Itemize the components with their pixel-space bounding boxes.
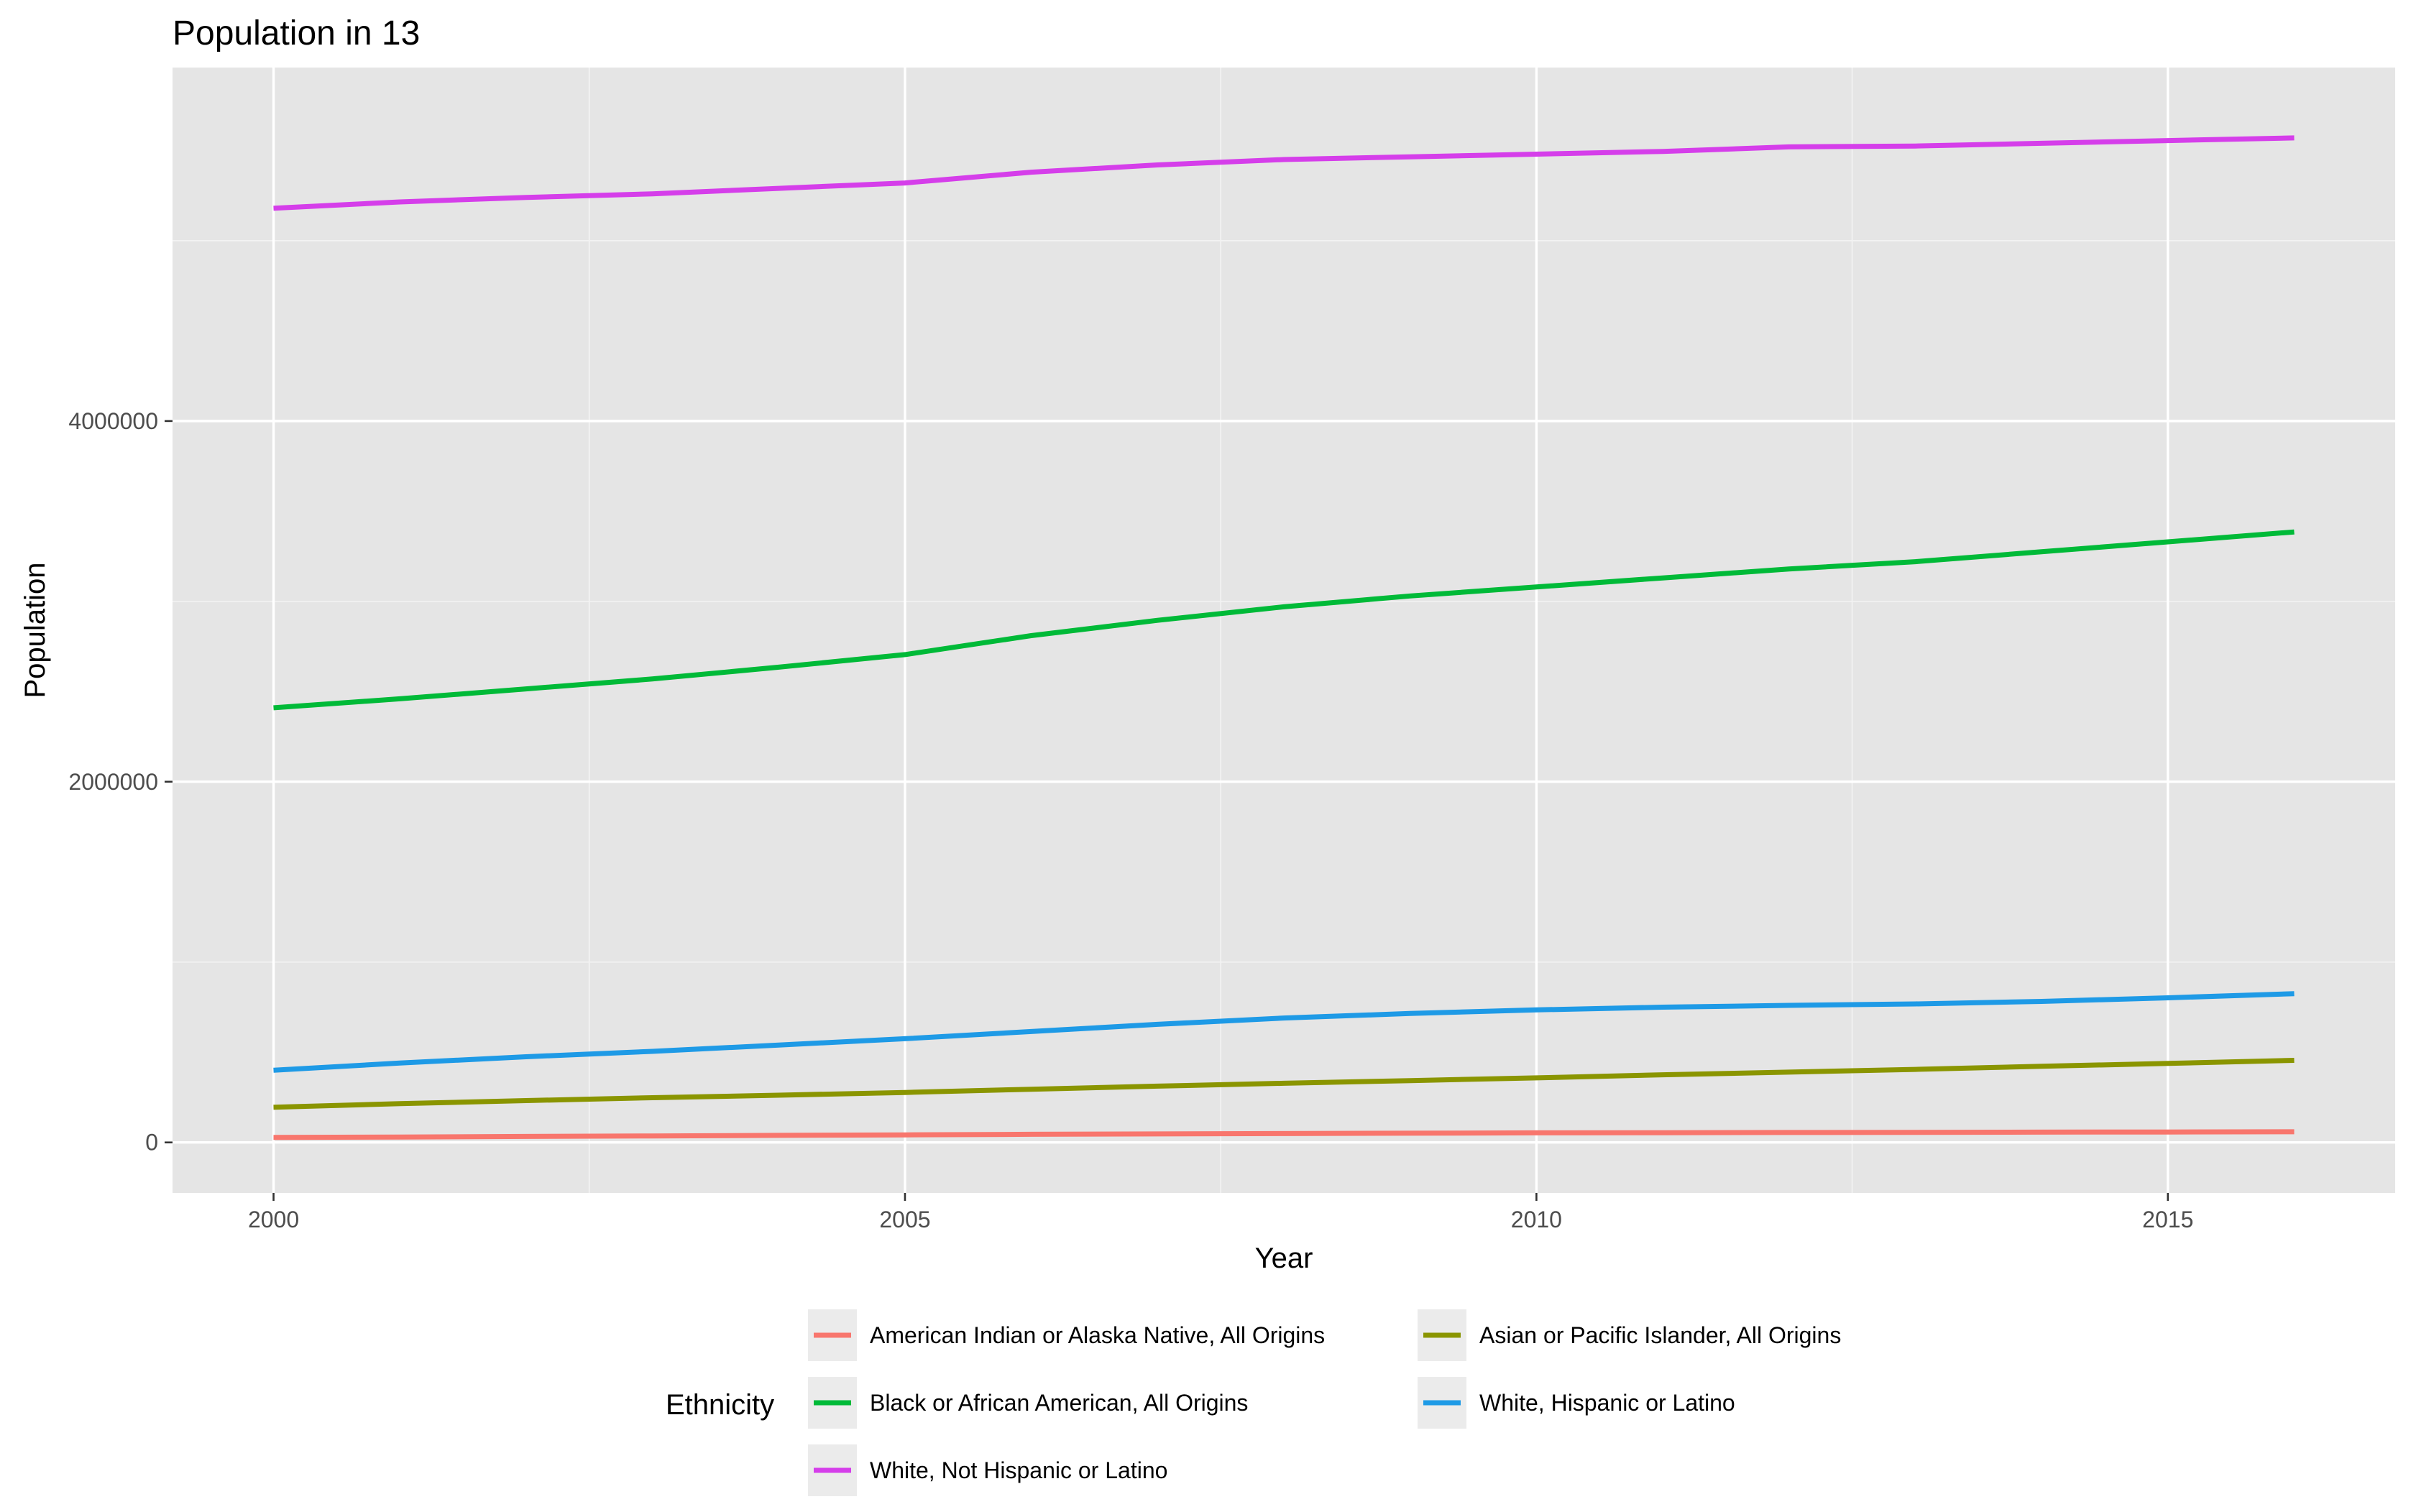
legend: Ethnicity American Indian or Alaska Nati… — [666, 1309, 1841, 1496]
series-line — [273, 529, 2295, 711]
plot-panel-background — [173, 68, 2395, 1193]
x-tick-label: 2010 — [1511, 1207, 1562, 1232]
legend-label: Black or African American, All Origins — [870, 1390, 1248, 1416]
legend-title: Ethnicity — [666, 1389, 774, 1421]
chart-title: Population in 13 — [173, 14, 420, 52]
series-lines — [273, 135, 2295, 1140]
legend-label: Asian or Pacific Islander, All Origins — [1479, 1322, 1841, 1348]
y-tick-label: 0 — [145, 1130, 158, 1156]
grid-lines — [173, 68, 2395, 1193]
y-tick-label: 2000000 — [68, 769, 158, 795]
x-tick-label: 2005 — [879, 1207, 930, 1232]
y-tick-label: 4000000 — [68, 408, 158, 434]
x-tick-label: 2015 — [2142, 1207, 2193, 1232]
series-line — [273, 991, 2295, 1073]
legend-label: White, Not Hispanic or Latino — [870, 1457, 1167, 1483]
series-line — [273, 1058, 2295, 1110]
x-axis-title: Year — [1255, 1243, 1313, 1274]
y-axis-title: Population — [19, 562, 51, 698]
legend-label: White, Hispanic or Latino — [1479, 1390, 1735, 1416]
plot-panel — [173, 68, 2395, 1193]
series-line — [273, 1129, 2295, 1140]
x-tick-label: 2000 — [248, 1207, 299, 1232]
legend-label: American Indian or Alaska Native, All Or… — [870, 1322, 1325, 1348]
series-line — [273, 135, 2295, 211]
axes: 2000 2005 2010 2015 0 2000000 4000000 — [68, 408, 2193, 1232]
